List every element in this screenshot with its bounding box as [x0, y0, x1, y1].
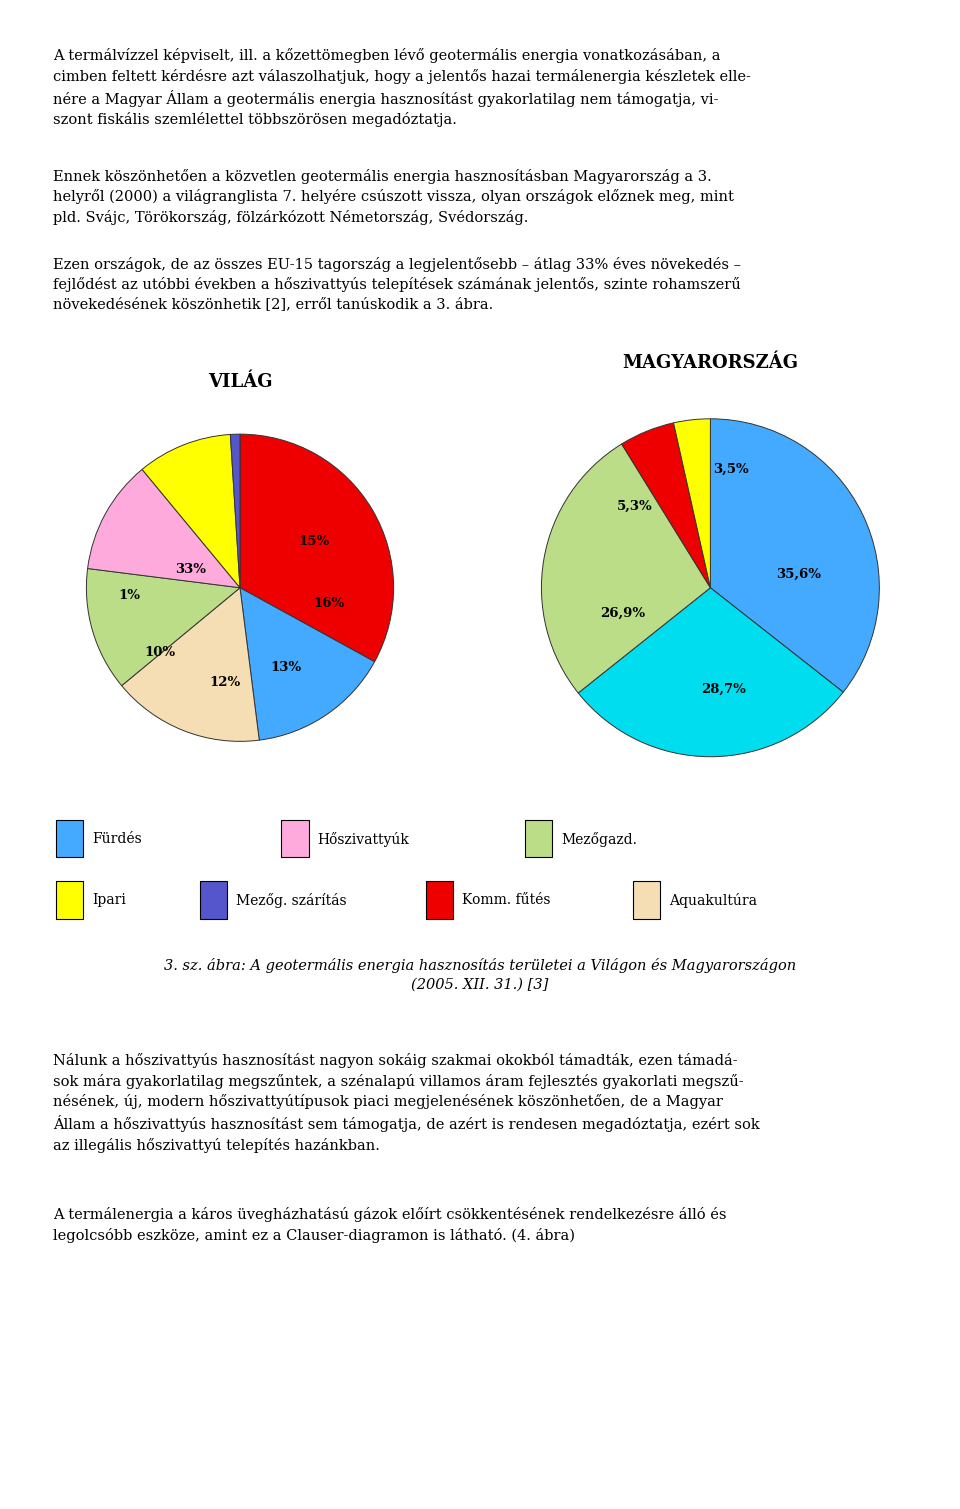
Bar [426, 881, 453, 919]
Wedge shape [122, 587, 259, 741]
Text: Ezen országok, de az összes EU-15 tagország a legjelentősebb – átlag 33% éves nö: Ezen országok, de az összes EU-15 tagors… [53, 257, 741, 311]
Wedge shape [710, 420, 879, 693]
Text: 13%: 13% [271, 661, 301, 675]
Title: VILÁG: VILÁG [207, 373, 273, 391]
Text: Fürdés: Fürdés [92, 831, 142, 847]
Bar [634, 881, 660, 919]
Wedge shape [240, 587, 374, 739]
Text: 10%: 10% [145, 646, 176, 659]
Bar [201, 881, 228, 919]
Wedge shape [142, 435, 240, 587]
Title: MAGYARORSZÁG: MAGYARORSZÁG [622, 355, 799, 373]
Text: 33%: 33% [176, 563, 206, 576]
Text: 15%: 15% [299, 536, 329, 548]
Text: Ipari: Ipari [92, 893, 126, 907]
Wedge shape [541, 444, 710, 693]
Wedge shape [230, 435, 240, 587]
Text: 26,9%: 26,9% [600, 607, 645, 620]
Text: 16%: 16% [314, 596, 345, 610]
Text: Mezőgazd.: Mezőgazd. [562, 831, 637, 847]
Text: 12%: 12% [209, 676, 240, 690]
Text: 5,3%: 5,3% [616, 499, 652, 513]
Wedge shape [240, 435, 394, 662]
Wedge shape [622, 423, 710, 587]
Text: Mezőg. szárítás: Mezőg. szárítás [236, 893, 347, 908]
Wedge shape [87, 469, 240, 587]
Text: Aquakultúra: Aquakultúra [669, 893, 757, 908]
Bar [281, 819, 308, 857]
Wedge shape [578, 587, 843, 756]
Text: 3,5%: 3,5% [713, 463, 749, 475]
Bar [56, 881, 83, 919]
Text: Ennek köszönhetően a közvetlen geotermális energia hasznosításban Magyarország a: Ennek köszönhetően a közvetlen geotermál… [53, 169, 733, 225]
Text: A termálenergia a káros üvegházhatású gázok előírt csökkentésének rendelkezésre : A termálenergia a káros üvegházhatású gá… [53, 1207, 727, 1242]
Text: A termálvízzel képviselt, ill. a kőzettömegben lévő geotermális energia vonatkoz: A termálvízzel képviselt, ill. a kőzettö… [53, 48, 751, 127]
Text: 3. sz. ábra: A geotermális energia hasznosítás területei a Világon és Magyarorsz: 3. sz. ábra: A geotermális energia haszn… [164, 958, 796, 991]
Text: 28,7%: 28,7% [702, 682, 746, 696]
Text: Nálunk a hőszivattyús hasznosítást nagyon sokáig szakmai okokból támadták, ezen : Nálunk a hőszivattyús hasznosítást nagyo… [53, 1053, 759, 1153]
Text: 1%: 1% [118, 589, 140, 602]
Wedge shape [674, 420, 710, 587]
Bar [525, 819, 552, 857]
Text: Komm. fűtés: Komm. fűtés [462, 893, 550, 907]
Text: Hőszivattyúk: Hőszivattyúk [318, 831, 410, 847]
Wedge shape [86, 569, 240, 685]
Bar [56, 819, 83, 857]
Text: 35,6%: 35,6% [776, 567, 821, 581]
